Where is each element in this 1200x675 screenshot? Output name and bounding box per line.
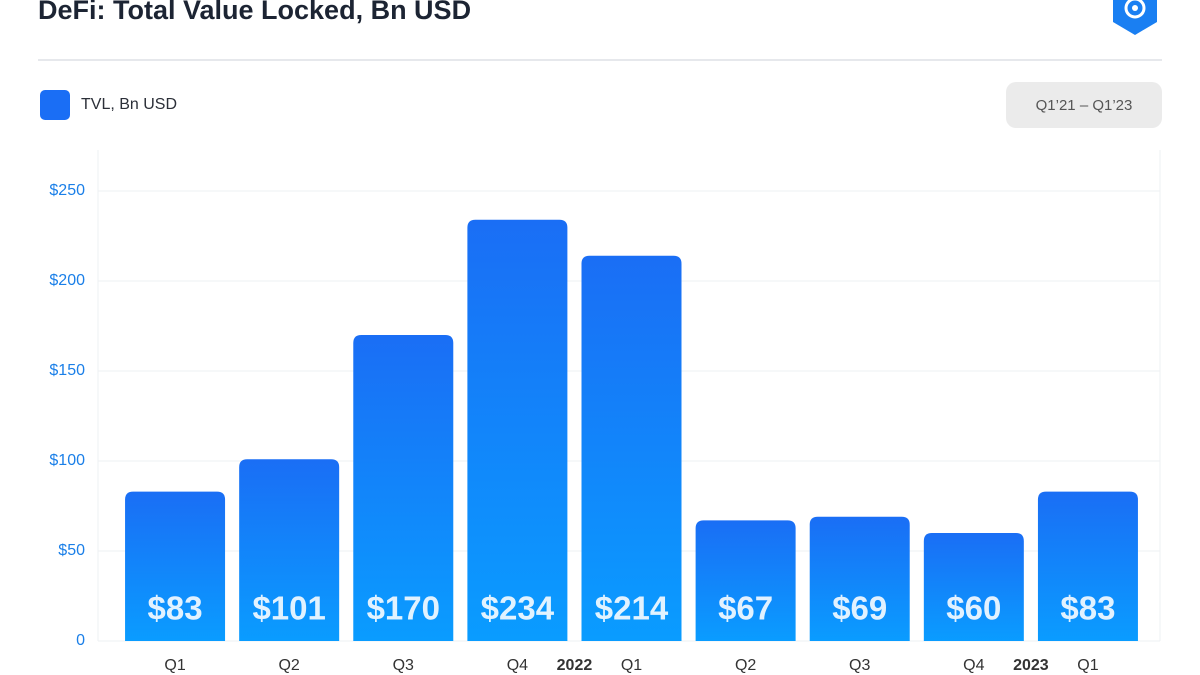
bar: [467, 219, 568, 642]
y-tick-label: $50: [58, 542, 85, 559]
value-label: $214: [595, 590, 669, 627]
x-tick-label: Q3: [393, 657, 414, 674]
legend-label: TVL, Bn USD: [81, 96, 177, 113]
x-tick-label: Q2: [278, 657, 299, 674]
legend-swatch: [40, 90, 70, 120]
period-badge: [1006, 82, 1162, 128]
y-tick-label: $100: [49, 452, 85, 469]
bar: [1037, 491, 1138, 641]
bar: [353, 335, 454, 641]
x-tick-label: Q2: [735, 657, 756, 674]
y-tick-label: 0: [76, 632, 85, 649]
x-tick-label: Q1: [1077, 657, 1098, 674]
x-tick-label: Q4: [507, 657, 528, 674]
x-tick-label: Q4: [963, 657, 984, 674]
y-tick-label: $250: [49, 182, 85, 199]
value-label: $67: [718, 590, 773, 627]
bar: [923, 533, 1024, 641]
value-label: $69: [832, 590, 887, 627]
y-tick-label: $200: [49, 272, 85, 289]
value-label: $101: [252, 590, 325, 627]
bar: [695, 520, 796, 641]
value-label: $83: [148, 590, 203, 627]
value-label: $83: [1060, 590, 1115, 627]
logo: [1113, 0, 1157, 35]
x-tick-label: Q3: [849, 657, 870, 674]
period-label: Q1’21 – Q1’23: [1036, 97, 1133, 114]
value-label: $234: [481, 590, 555, 627]
bar: [239, 459, 340, 641]
value-label: $170: [367, 590, 440, 627]
value-label: $60: [946, 590, 1001, 627]
bar: [581, 255, 682, 642]
chart-title: DeFi: Total Value Locked, Bn USD: [38, 0, 471, 25]
bar: [809, 516, 910, 641]
y-tick-label: $150: [49, 362, 85, 379]
x-tick-label: Q1: [621, 657, 642, 674]
x-tick-label: Q1: [164, 657, 185, 674]
bar: [125, 491, 226, 641]
year-label: 2023: [1013, 657, 1049, 674]
year-label: 2022: [557, 657, 593, 674]
